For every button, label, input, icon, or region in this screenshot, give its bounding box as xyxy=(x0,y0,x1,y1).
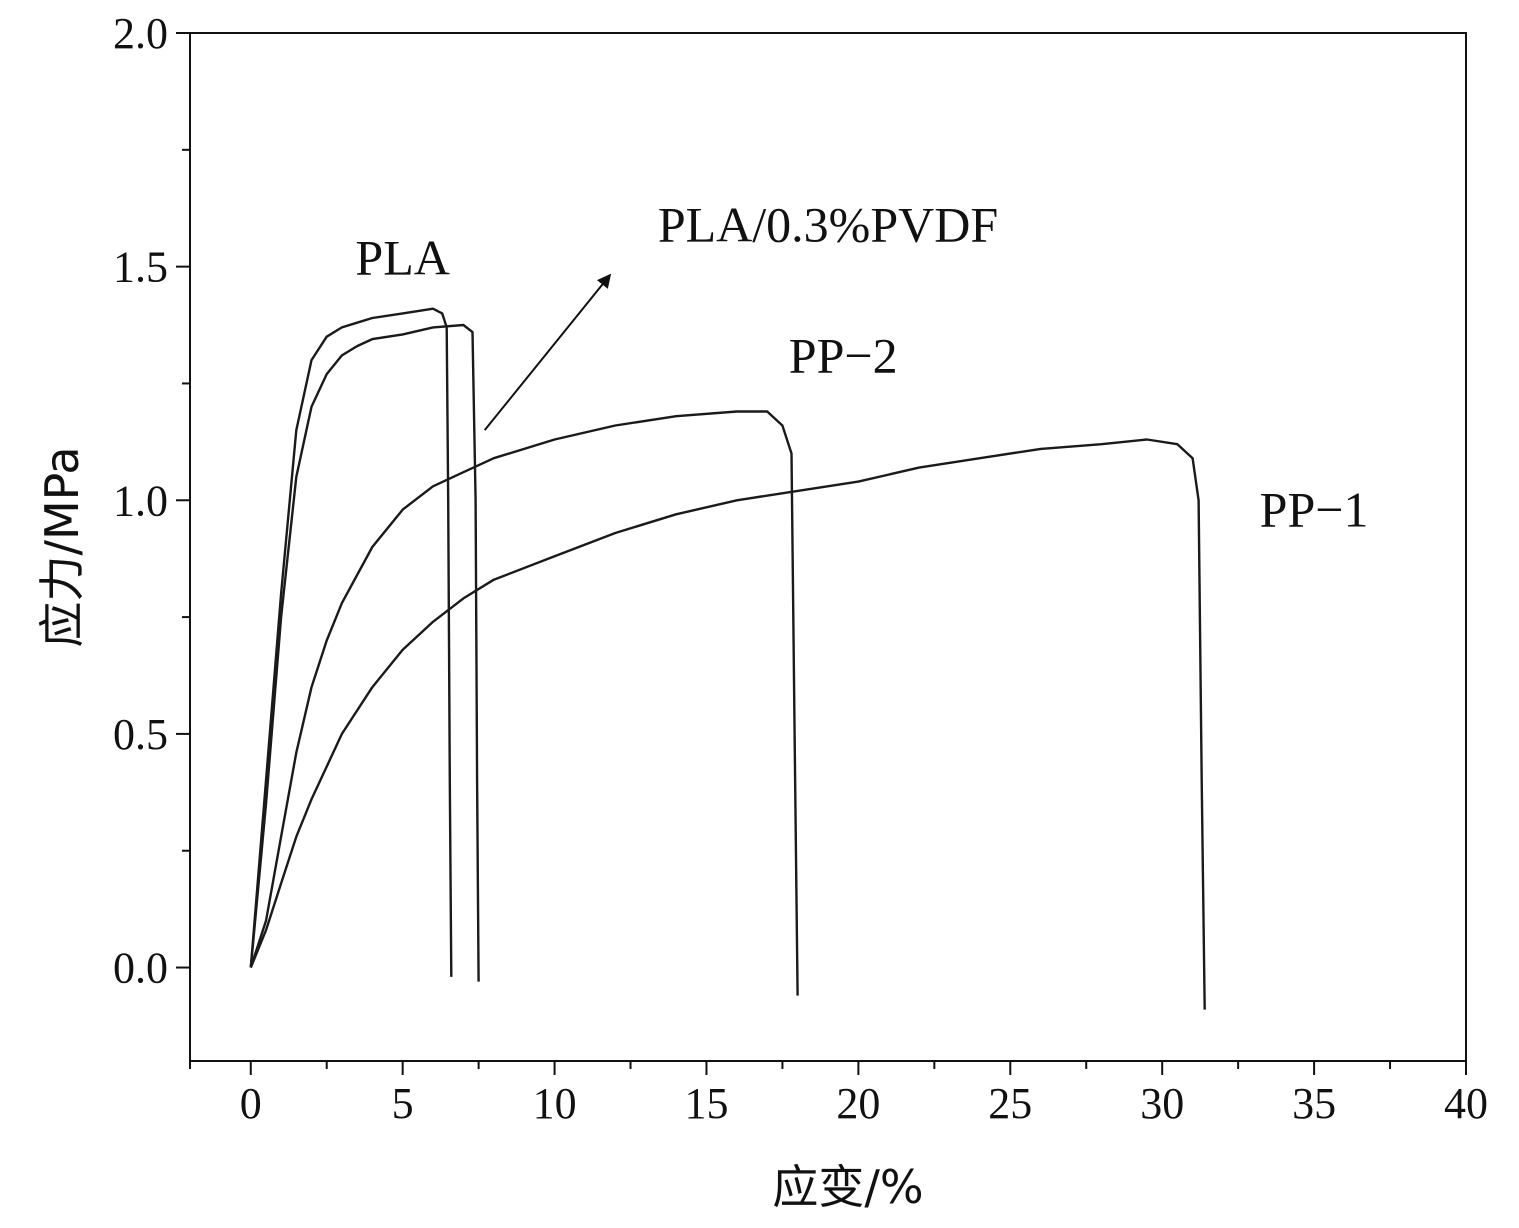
series-annotation: PLA xyxy=(355,229,449,285)
series-line-1 xyxy=(249,307,453,977)
series-line-2 xyxy=(249,323,480,982)
y-tick-label: 0.0 xyxy=(113,944,168,993)
x-tick-label: 15 xyxy=(684,1079,728,1128)
x-tick-label: 0 xyxy=(240,1079,262,1128)
y-axis-title: 应力/MPa xyxy=(35,446,89,647)
series-annotation: PLA/0.3%PVDF xyxy=(658,197,998,253)
annotation-layer: PLA PLA/0.3%PVDF PP−2 PP−1 xyxy=(355,197,1368,538)
series-layer xyxy=(249,307,1206,1010)
y-tick-label: 2.0 xyxy=(113,9,168,58)
series-annotation: PP−1 xyxy=(1260,482,1369,538)
x-axis-title: 应变/% xyxy=(772,1160,923,1214)
ticks-layer xyxy=(176,32,1467,1075)
y-tick-label: 1.0 xyxy=(113,476,168,525)
x-tick-label: 30 xyxy=(1140,1079,1184,1128)
series-annotation: PP−2 xyxy=(789,327,898,383)
x-tick-label: 10 xyxy=(533,1079,577,1128)
series-line-3 xyxy=(249,410,799,996)
x-tick-label: 35 xyxy=(1292,1079,1336,1128)
annotation-arrow xyxy=(483,273,612,431)
series-line-4 xyxy=(249,438,1206,1010)
x-tick-label: 5 xyxy=(392,1079,414,1128)
tick-labels-layer: 0 5 10 15 20 25 30 35 40 0.0 0.5 1.0 1.5 2.0 xyxy=(113,9,1488,1128)
y-tick-label: 0.5 xyxy=(113,710,168,759)
x-tick-label: 25 xyxy=(988,1079,1032,1128)
x-tick-label: 40 xyxy=(1444,1079,1488,1128)
y-tick-label: 1.5 xyxy=(113,243,168,292)
plot-area-frame xyxy=(189,32,1467,1062)
x-tick-label: 20 xyxy=(836,1079,880,1128)
